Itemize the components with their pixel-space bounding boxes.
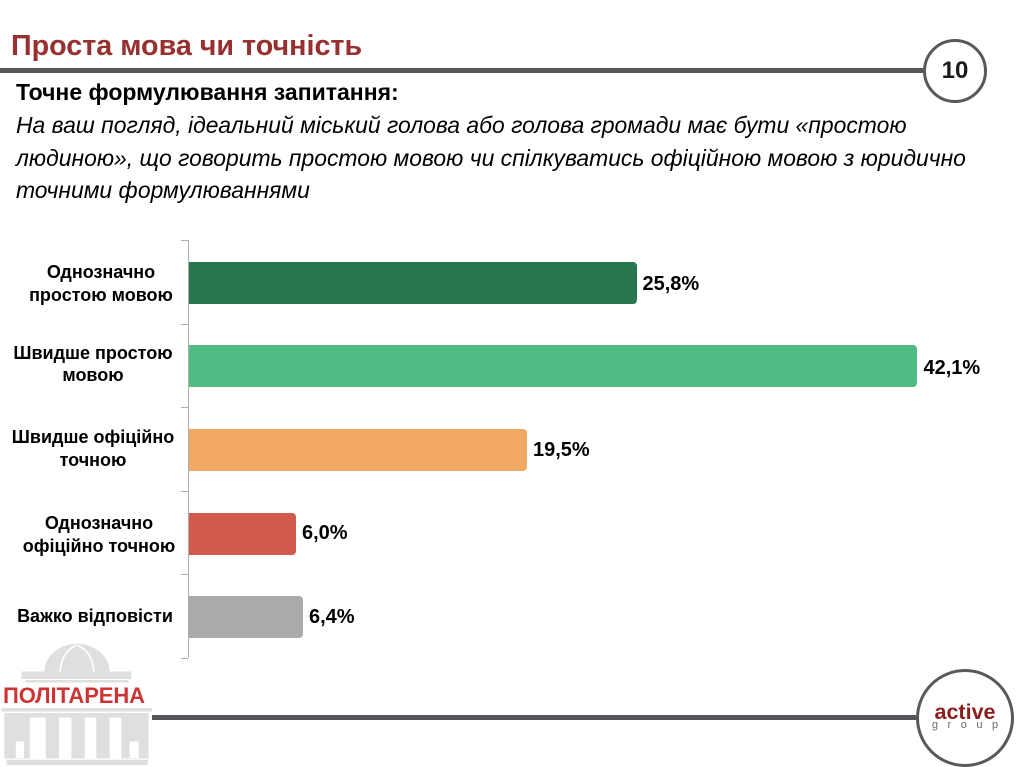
svg-text:ПОЛІТАРЕНА: ПОЛІТАРЕНА — [3, 683, 145, 708]
